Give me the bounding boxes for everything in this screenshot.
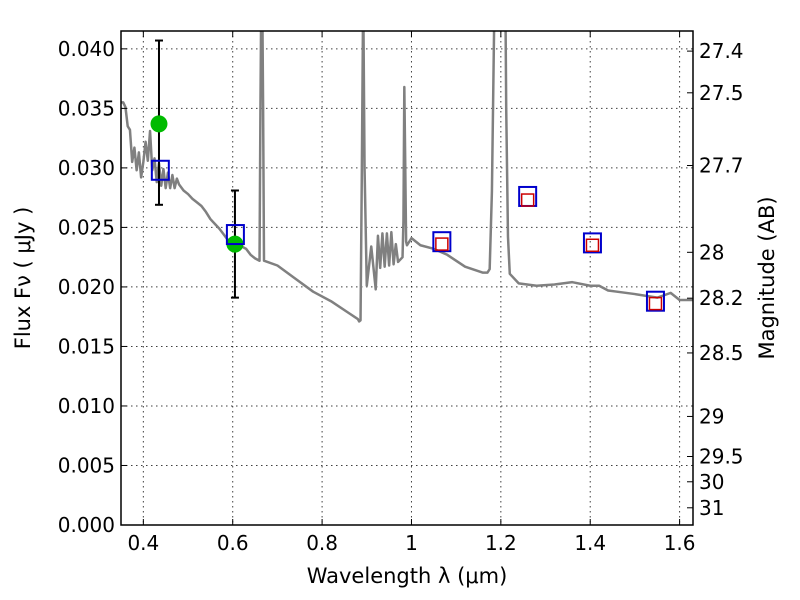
model-small-square [520, 193, 535, 207]
y-tick-label: 0.005 [58, 453, 115, 477]
x-tick-label: 1.6 [664, 531, 696, 555]
y-tick-label: 0.020 [58, 275, 115, 299]
y-tick-label: 0.035 [58, 96, 115, 120]
model-small-square [585, 238, 600, 253]
spectrum-line [121, 31, 693, 323]
tick-labels: 0.4 0.6 0.8 1 1.2 1.4 1.6 0.000 0.005 0.010 0.015 0… [58, 37, 744, 555]
y2-axis-title: Magnitude (AB) [755, 196, 779, 359]
y-tick-label: 0.000 [58, 513, 115, 537]
y2-tick-label: 29.5 [699, 445, 744, 469]
x-tick-label: 1.2 [485, 531, 517, 555]
x-tick-label: 1 [405, 531, 418, 555]
model-square [150, 159, 170, 181]
model-square [225, 224, 245, 246]
y-tick-label: 0.030 [58, 156, 115, 180]
model-small-square [435, 237, 449, 251]
model-small-square [648, 296, 663, 311]
y2-tick-label: 27.4 [699, 39, 744, 63]
y2-tick-label: 28.5 [699, 341, 744, 365]
x-tick-label: 0.8 [306, 531, 338, 555]
y2-tick-label: 28 [699, 240, 724, 264]
x-tick-label: 0.4 [127, 531, 159, 555]
y-axis-title: Flux Fν ( μJy ) [11, 207, 35, 350]
observed-point [150, 115, 168, 133]
y2-tick-label: 31 [699, 496, 724, 520]
y2-tick-label: 27.5 [699, 81, 744, 105]
x-tick-label: 0.6 [217, 531, 249, 555]
y2-tick-label: 29 [699, 404, 724, 428]
y2-tick-label: 30 [699, 470, 724, 494]
model-square [645, 290, 665, 312]
model-square [432, 231, 452, 253]
y-tick-label: 0.010 [58, 394, 115, 418]
y-tick-label: 0.015 [58, 334, 115, 358]
x-tick-label: 1.4 [574, 531, 606, 555]
y2-tick-label: 27.7 [699, 154, 744, 178]
y2-tick-label: 28.2 [699, 286, 744, 310]
model-square [582, 232, 602, 254]
data-layer [121, 31, 693, 323]
plot-frame [120, 30, 694, 526]
y-tick-label: 0.025 [58, 215, 115, 239]
y-tick-label: 0.040 [58, 37, 115, 61]
axes-frame [120, 30, 694, 526]
x-axis-title: Wavelength λ (μm) [307, 564, 508, 588]
